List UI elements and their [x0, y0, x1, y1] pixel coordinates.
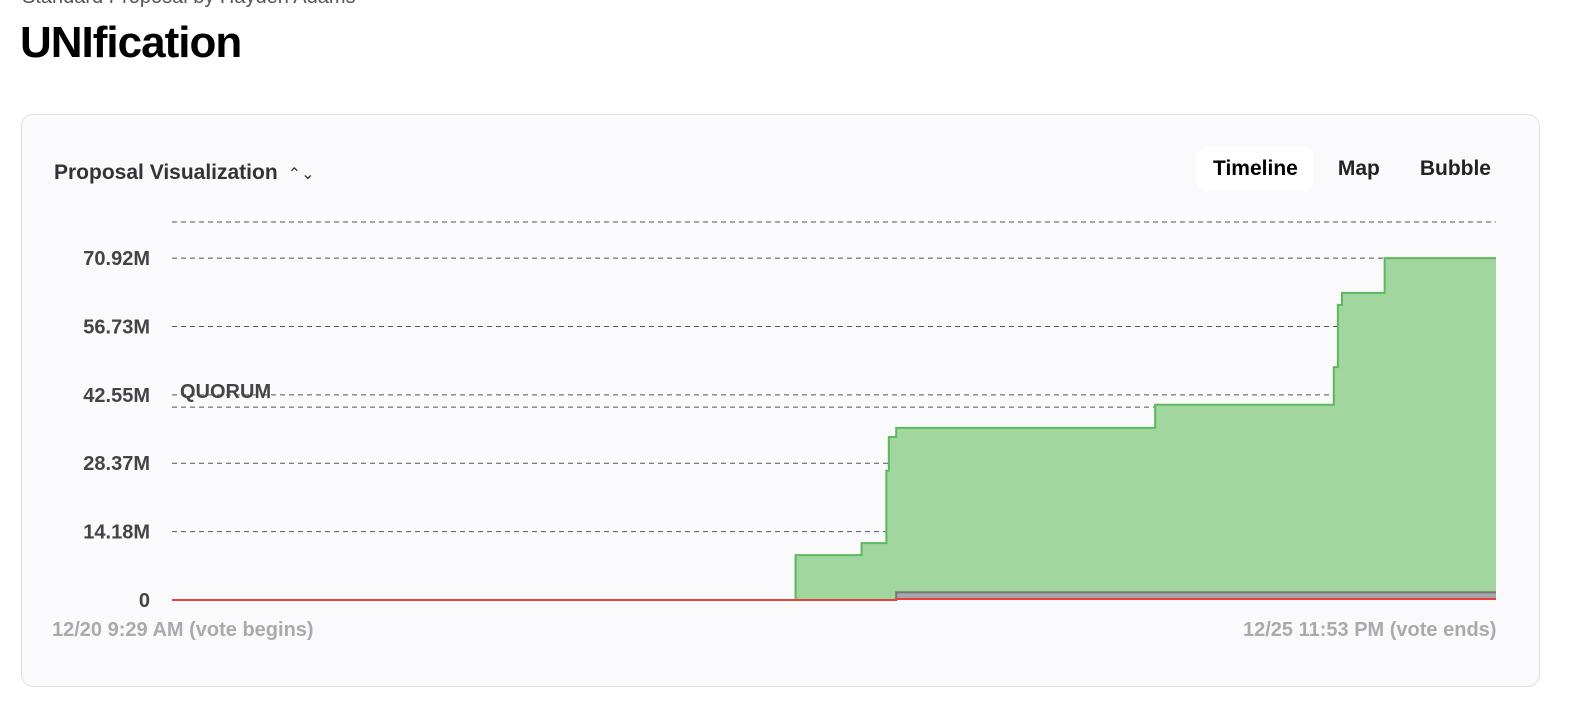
y-tick-label: 28.37M — [83, 453, 150, 475]
page-title: UNIfication — [20, 18, 242, 67]
y-tick-label: 42.55M — [83, 385, 150, 407]
y-tick-label: 14.18M — [83, 522, 150, 544]
y-tick-label: 0 — [139, 590, 150, 612]
tab-timeline[interactable]: Timeline — [1197, 147, 1314, 191]
tab-bubble[interactable]: Bubble — [1419, 157, 1491, 180]
y-tick-label: 56.73M — [83, 316, 150, 338]
x-label-end: 12/25 11:53 PM (vote ends) — [1243, 619, 1496, 641]
proposal-subtitle: Standard Proposal by Hayden Adams — [22, 0, 356, 9]
quorum-label: QUORUM — [180, 381, 271, 403]
tab-map[interactable]: Map — [1337, 157, 1380, 180]
series-line-0 — [172, 257, 1496, 601]
x-label-start: 12/20 9:29 AM (vote begins) — [52, 619, 314, 641]
visualization-selector[interactable]: Proposal Visualization ⌃⌄ — [54, 161, 314, 185]
view-tabs: Timeline Map Bubble — [1197, 147, 1507, 191]
chevron-up-down-icon: ⌃⌄ — [287, 166, 315, 183]
selector-label: Proposal Visualization — [54, 161, 278, 184]
series-area-0 — [172, 258, 1496, 600]
y-tick-label: 70.92M — [83, 248, 150, 270]
series-line-2 — [172, 598, 1496, 601]
